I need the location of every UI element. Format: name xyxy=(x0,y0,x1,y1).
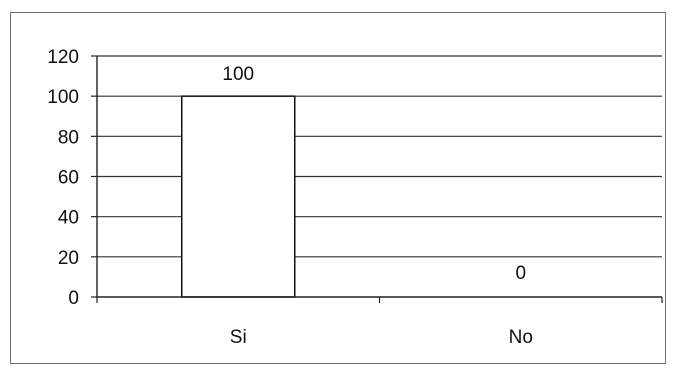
x-tick-label: No xyxy=(509,327,533,348)
data-label-no: 0 xyxy=(515,263,526,284)
y-tick-label: 80 xyxy=(58,127,79,148)
y-axis: 0 20 40 60 80 100 120 xyxy=(47,47,98,309)
data-label-si: 100 xyxy=(222,64,254,85)
y-tick-label: 20 xyxy=(58,248,79,269)
y-tick-label: 60 xyxy=(58,168,79,189)
data-labels: 100 0 xyxy=(222,64,526,284)
y-tick-label: 40 xyxy=(58,208,79,229)
x-tick-label: Si xyxy=(230,327,247,348)
x-axis: Si No xyxy=(96,296,663,348)
bar-si xyxy=(181,95,296,298)
y-tick-label: 100 xyxy=(47,87,79,108)
bars xyxy=(181,95,296,298)
y-tick-label: 120 xyxy=(47,47,79,68)
y-tick-label: 0 xyxy=(68,288,79,309)
chart-frame xyxy=(10,12,666,364)
